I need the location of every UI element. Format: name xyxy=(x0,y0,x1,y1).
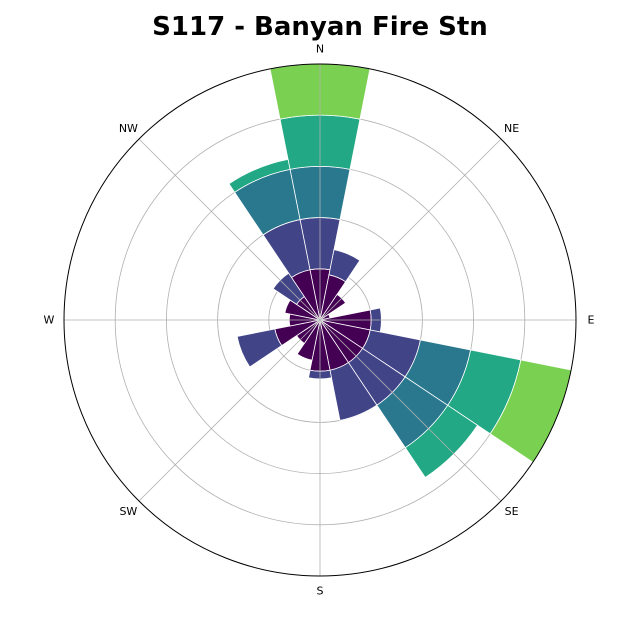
direction-label-se: SE xyxy=(505,505,519,518)
direction-label-s: S xyxy=(317,585,324,598)
spoke-sw xyxy=(138,319,321,502)
outer-ring xyxy=(63,63,577,577)
direction-label-e: E xyxy=(588,314,595,327)
direction-label-w: W xyxy=(44,314,55,327)
direction-labels: N NE E SE S SW W NW xyxy=(44,43,595,598)
bar-sector-11-bin-1 xyxy=(236,328,283,368)
spoke-ne xyxy=(319,138,502,321)
wind-bars xyxy=(228,63,572,479)
direction-label-ne: NE xyxy=(504,122,519,135)
bar-sector-7-bin-1 xyxy=(329,362,378,421)
bar-sector-1-bin-1 xyxy=(328,249,361,283)
direction-label-nw: NW xyxy=(119,122,138,135)
direction-spokes xyxy=(64,64,576,576)
direction-label-n: N xyxy=(316,43,324,56)
direction-label-sw: SW xyxy=(119,505,137,518)
spoke-nw xyxy=(138,138,321,321)
bar-sector-9-bin-0 xyxy=(296,319,321,361)
chart-title: S117 - Banyan Fire Stn xyxy=(152,12,488,42)
spoke-se xyxy=(319,319,502,502)
bar-sector-15-bin-3 xyxy=(228,158,291,193)
